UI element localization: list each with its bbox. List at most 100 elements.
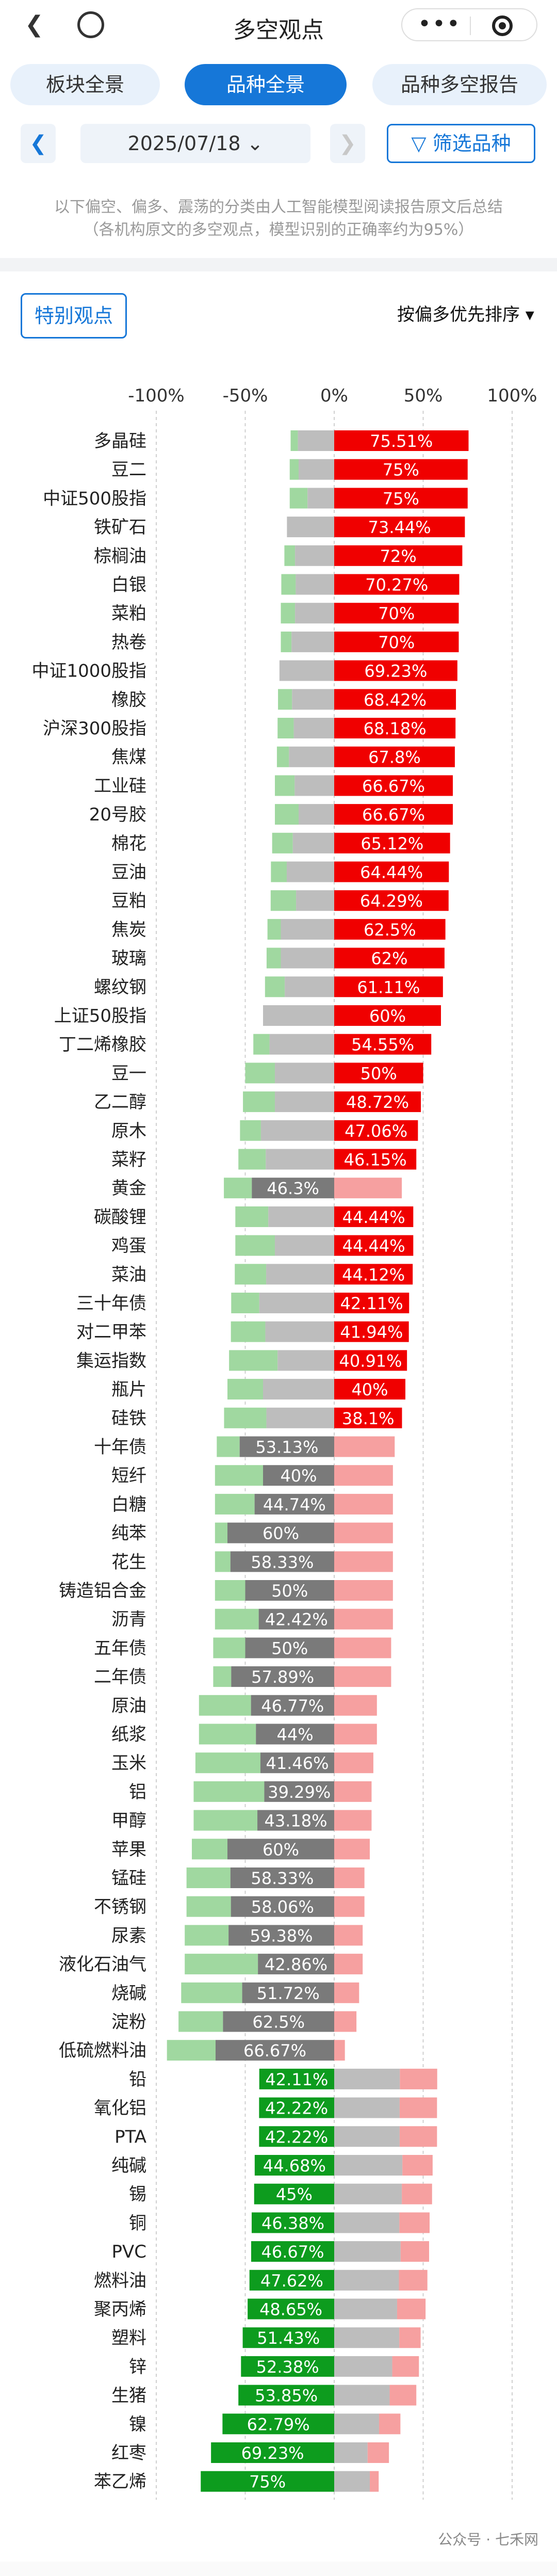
bear-bar bbox=[201, 2471, 334, 2492]
row-label: 丁二烯橡胶 bbox=[59, 1035, 146, 1055]
bull-bar bbox=[379, 2413, 401, 2435]
neutral-bar bbox=[292, 689, 334, 710]
neutral-bar bbox=[252, 1178, 334, 1199]
value-label: 44.74% bbox=[263, 1495, 326, 1515]
date-picker[interactable]: 2025/07/18 ⌄ bbox=[80, 124, 310, 163]
row-label: 三十年债 bbox=[76, 1293, 146, 1314]
neutral-bar bbox=[293, 718, 334, 738]
bull-bar bbox=[334, 1925, 363, 1946]
value-label: 59.38% bbox=[250, 1926, 313, 1945]
value-label: 53.85% bbox=[255, 2386, 318, 2406]
row-label: 20号胶 bbox=[89, 804, 146, 825]
row-label: 多晶硅 bbox=[94, 431, 146, 452]
row-label: 原油 bbox=[111, 1696, 146, 1716]
bear-bar bbox=[217, 1436, 240, 1457]
row-label: 红枣 bbox=[111, 2443, 146, 2464]
section-divider bbox=[0, 258, 557, 271]
bull-bar bbox=[334, 746, 455, 767]
neutral-bar bbox=[334, 2097, 400, 2118]
bear-bar bbox=[265, 976, 285, 997]
value-label: 41.46% bbox=[266, 1753, 329, 1773]
prev-date-chevron-icon[interactable]: ❮ bbox=[21, 124, 56, 163]
row-label: 工业硅 bbox=[94, 776, 146, 796]
back-chevron-icon[interactable]: ❮ bbox=[25, 11, 44, 38]
bear-bar bbox=[193, 1781, 265, 1802]
tab-variety-overview[interactable]: 品种全景 bbox=[185, 64, 347, 105]
filter-varieties-button[interactable]: ▽ 筛选品种 bbox=[387, 124, 535, 163]
neutral-bar bbox=[334, 2155, 403, 2176]
target-close-icon[interactable] bbox=[492, 15, 513, 36]
bull-bar bbox=[334, 1034, 432, 1055]
row-label: 豆油 bbox=[111, 862, 146, 883]
bear-bar bbox=[235, 1235, 275, 1256]
bull-bar bbox=[334, 804, 453, 825]
bear-bar bbox=[249, 2269, 334, 2291]
value-label: 44.44% bbox=[342, 1208, 405, 1227]
bull-bar bbox=[334, 1637, 391, 1659]
neutral-bar bbox=[245, 1580, 334, 1601]
bear-bar bbox=[215, 1608, 259, 1630]
bull-bar bbox=[400, 2241, 429, 2262]
bear-bar bbox=[270, 890, 297, 911]
row-label: 上证50股指 bbox=[54, 1006, 146, 1026]
neutral-bar bbox=[251, 1695, 334, 1716]
neutral-bar bbox=[285, 976, 334, 997]
neutral-bar bbox=[266, 1149, 334, 1170]
bear-bar bbox=[215, 1580, 245, 1601]
bull-bar bbox=[399, 2327, 421, 2348]
row-label: 锌 bbox=[129, 2357, 146, 2377]
value-label: 42.42% bbox=[265, 1610, 328, 1630]
row-label: PTA bbox=[114, 2127, 146, 2147]
row-label: 锰硅 bbox=[111, 1868, 146, 1889]
tab-variety-report[interactable]: 品种多空报告 bbox=[372, 64, 547, 105]
row-label: 十年债 bbox=[94, 1437, 146, 1458]
watermark-text: 公众号 · 七禾网 bbox=[438, 2531, 538, 2548]
value-label: 60% bbox=[263, 1524, 299, 1543]
bull-bar bbox=[334, 1379, 405, 1400]
headset-icon[interactable] bbox=[77, 11, 104, 38]
special-views-button[interactable]: 特别观点 bbox=[21, 293, 127, 339]
bull-bar bbox=[334, 660, 457, 681]
row-label: 中证500股指 bbox=[43, 488, 146, 509]
neutral-bar bbox=[239, 1436, 334, 1457]
bull-bar bbox=[334, 603, 459, 624]
bull-bar bbox=[334, 1350, 407, 1371]
bear-bar bbox=[289, 488, 308, 509]
neutral-bar bbox=[263, 1465, 334, 1486]
neutral-bar bbox=[279, 660, 334, 681]
value-label: 42.22% bbox=[265, 2099, 328, 2118]
bear-bar bbox=[215, 1551, 231, 1572]
row-label: 鸡蛋 bbox=[111, 1236, 146, 1257]
bear-bar bbox=[254, 2183, 334, 2204]
bear-bar bbox=[289, 459, 299, 480]
value-label: 64.44% bbox=[360, 863, 423, 882]
value-label: 75% bbox=[383, 460, 419, 480]
bear-bar bbox=[259, 2126, 334, 2147]
bull-bar bbox=[334, 1666, 391, 1687]
neutral-bar bbox=[277, 1350, 334, 1371]
bull-bar bbox=[334, 2040, 345, 2061]
value-label: 73.44% bbox=[368, 518, 431, 537]
neutral-bar bbox=[263, 1379, 334, 1400]
next-date-chevron-icon[interactable]: ❯ bbox=[330, 124, 365, 163]
bull-bar bbox=[399, 2097, 437, 2118]
row-label: 不锈钢 bbox=[94, 1897, 146, 1918]
row-label: 乙二醇 bbox=[94, 1092, 146, 1113]
value-label: 51.43% bbox=[257, 2328, 320, 2348]
row-label: 氧化铝 bbox=[94, 2098, 146, 2119]
neutral-bar bbox=[334, 2241, 401, 2262]
sort-dropdown[interactable]: 按偏多优先排序 ▾ bbox=[397, 304, 534, 325]
tab-sector-overview[interactable]: 板块全景 bbox=[10, 64, 160, 105]
bull-bar bbox=[334, 1695, 377, 1716]
bull-bar bbox=[334, 1407, 402, 1428]
neutral-bar bbox=[223, 2011, 334, 2032]
row-label: 沪深300股指 bbox=[43, 718, 146, 739]
bull-bar bbox=[334, 488, 468, 509]
value-label: 44.68% bbox=[263, 2156, 326, 2176]
value-label: 68.18% bbox=[364, 719, 427, 738]
bear-bar bbox=[253, 1034, 270, 1055]
page-title: 多空观点 bbox=[233, 17, 324, 43]
neutral-bar bbox=[266, 1407, 334, 1428]
more-dots-icon[interactable]: ••• bbox=[418, 11, 461, 37]
neutral-bar bbox=[334, 2413, 379, 2435]
